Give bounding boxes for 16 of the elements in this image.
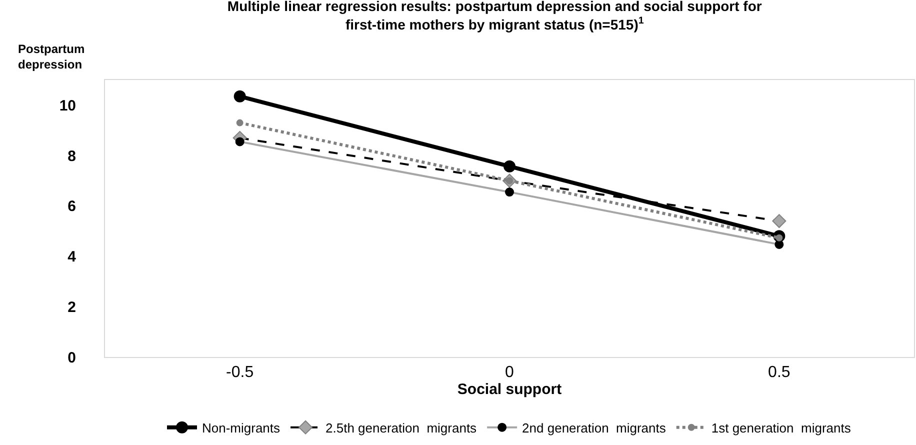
legend-label: 1st generation migrants bbox=[711, 420, 852, 436]
y-tick-label: 6 bbox=[68, 198, 76, 216]
chart-title: Multiple linear regression results: postpartum depression and social support for first-time mothers by migrant status (n=515)$^{1}$ bbox=[227, 0, 762, 32]
x-tick-label: -0.5 bbox=[226, 364, 254, 382]
y-tick-label: 4 bbox=[68, 248, 77, 266]
x-tick-label: 0 bbox=[505, 364, 514, 382]
legend-label: 2nd generation migrants bbox=[522, 420, 666, 436]
y-tick-label: 10 bbox=[59, 97, 76, 114]
legend-label: 2.5th generation migrants bbox=[326, 420, 478, 436]
y-tick-label: 8 bbox=[68, 148, 76, 165]
y-tick-label: 2 bbox=[68, 298, 76, 316]
x-axis-title: Social support bbox=[457, 381, 562, 398]
x-tick-label: 0.5 bbox=[768, 364, 790, 382]
legend-label: Non-migrants bbox=[202, 420, 281, 436]
y-tick-label: 0 bbox=[68, 349, 76, 366]
y-axis-title: Postpartum depression bbox=[18, 42, 85, 72]
